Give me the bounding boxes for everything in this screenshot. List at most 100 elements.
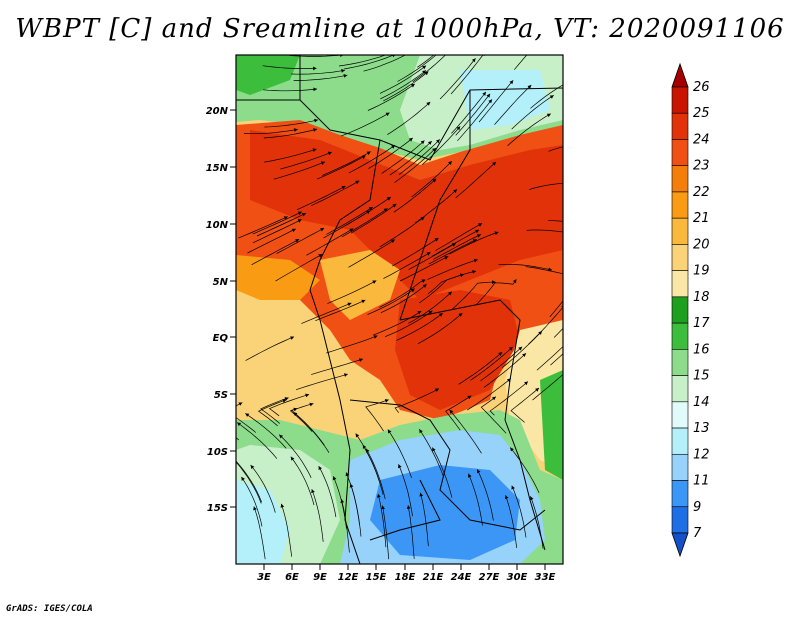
- colorbar-level-label: 24: [693, 132, 710, 147]
- streamline-arrowhead: [343, 373, 348, 377]
- streamline-arrowhead: [498, 352, 503, 356]
- colorbar-swatch: [671, 375, 689, 403]
- streamline-arrowhead: [250, 465, 255, 469]
- streamline-arrowhead: [576, 232, 580, 236]
- streamline: [385, 310, 433, 338]
- streamline-arrowhead: [472, 239, 477, 243]
- colorbar-swatch: [671, 244, 689, 271]
- colorbar-level-label: 25: [693, 106, 710, 121]
- streamline-arrowhead: [313, 66, 317, 71]
- streamline-arrowhead: [510, 447, 514, 452]
- streamline-arrowhead: [386, 197, 391, 201]
- streamline: [427, 259, 478, 280]
- streamline: [411, 160, 453, 198]
- colorbar-swatch: [671, 86, 689, 114]
- streamline: [549, 300, 563, 318]
- latitude-axis: 20N 15N 10N 5N EQ 5S 10S 15S: [206, 106, 236, 514]
- streamline-arrowhead: [398, 464, 402, 469]
- colorbar-level-label: 9: [693, 500, 701, 515]
- streamline: [419, 429, 445, 478]
- streamline-arrowhead: [290, 456, 295, 461]
- streamline: [470, 346, 514, 381]
- colorbar-top-arrow: [671, 62, 689, 88]
- streamline-arrowhead: [297, 219, 302, 223]
- streamline-arrowhead: [448, 161, 452, 165]
- streamline-arrowhead: [486, 93, 491, 98]
- lon-label: 12E: [338, 572, 359, 583]
- lat-label: 5N: [213, 277, 229, 288]
- streamline: [264, 119, 318, 128]
- streamline: [396, 312, 444, 341]
- streamline-arrowhead: [492, 396, 496, 401]
- streamline: [548, 220, 563, 222]
- streamline: [532, 374, 563, 401]
- streamline-arrowhead: [293, 412, 298, 416]
- colorbar-level-label: 12: [693, 447, 710, 462]
- streamline-arrowhead: [475, 229, 480, 234]
- streamline: [276, 227, 325, 254]
- streamline: [431, 447, 453, 498]
- colorbar-swatch: [671, 270, 689, 298]
- streamline-arrowhead: [570, 365, 574, 369]
- streamline-arrowhead: [524, 381, 528, 386]
- streamline-arrowhead: [340, 499, 345, 503]
- streamline: [530, 84, 563, 109]
- streamline-arrowhead: [343, 74, 348, 78]
- streamline-arrowhead: [318, 466, 322, 471]
- streamline-arrowhead: [332, 476, 337, 481]
- streamline-arrowhead: [419, 429, 423, 434]
- streamline: [290, 408, 325, 446]
- streamline-arrowhead: [473, 258, 478, 263]
- streamline: [338, 55, 387, 67]
- streamline: [458, 351, 503, 385]
- streamline: [548, 146, 563, 152]
- streamline: [468, 473, 483, 526]
- streamline-arrowhead: [358, 358, 363, 362]
- streamline: [257, 399, 287, 427]
- streamline-arrowhead: [381, 505, 385, 510]
- streamline: [372, 310, 422, 336]
- streamline: [379, 216, 425, 248]
- streamline-arrowhead: [314, 118, 318, 123]
- streamline: [417, 55, 435, 68]
- streamline-arrowhead: [241, 476, 245, 481]
- colorbar-level-label: 14: [693, 395, 710, 410]
- streamline: [377, 493, 387, 548]
- streamline-arrowhead: [318, 254, 323, 258]
- streamline-arrowhead: [472, 270, 476, 274]
- streamline: [421, 126, 461, 165]
- streamline-arrowhead: [312, 148, 317, 152]
- colorbar-level-label: 18: [693, 290, 710, 305]
- streamline: [435, 222, 483, 251]
- map-frame: [235, 54, 564, 565]
- streamline-arrowhead: [347, 302, 352, 307]
- colorbar-level-label: 20: [693, 237, 710, 252]
- streamline-arrowhead: [468, 473, 472, 478]
- streamline-arrowhead: [508, 346, 513, 351]
- streamline: [445, 395, 472, 431]
- streamline-arrowhead: [327, 151, 332, 156]
- streamline-arrowhead: [456, 126, 461, 131]
- streamline: [273, 161, 326, 180]
- streamline-arrowhead: [373, 335, 378, 339]
- streamline-arrowhead: [488, 99, 492, 104]
- streamline: [290, 456, 315, 506]
- streamline-arrowhead: [290, 336, 294, 340]
- streamline: [280, 151, 332, 170]
- streamline-arrowhead: [390, 239, 395, 244]
- streamline-arrowhead: [383, 208, 388, 212]
- country-borders: [236, 55, 563, 564]
- streamline: [428, 239, 477, 265]
- streamline-arrowhead: [449, 409, 454, 414]
- streamline-arrowhead: [571, 78, 575, 81]
- streamline: [326, 206, 373, 235]
- streamline: [365, 448, 386, 500]
- streamline: [392, 237, 439, 267]
- streamline: [251, 238, 300, 266]
- streamline: [348, 144, 396, 174]
- streamline: [394, 147, 437, 183]
- streamline-arrowhead: [422, 284, 427, 288]
- colorbar-swatch: [671, 349, 689, 376]
- colorbar-level-label: 22: [693, 185, 710, 200]
- lon-label: 33E: [535, 572, 556, 583]
